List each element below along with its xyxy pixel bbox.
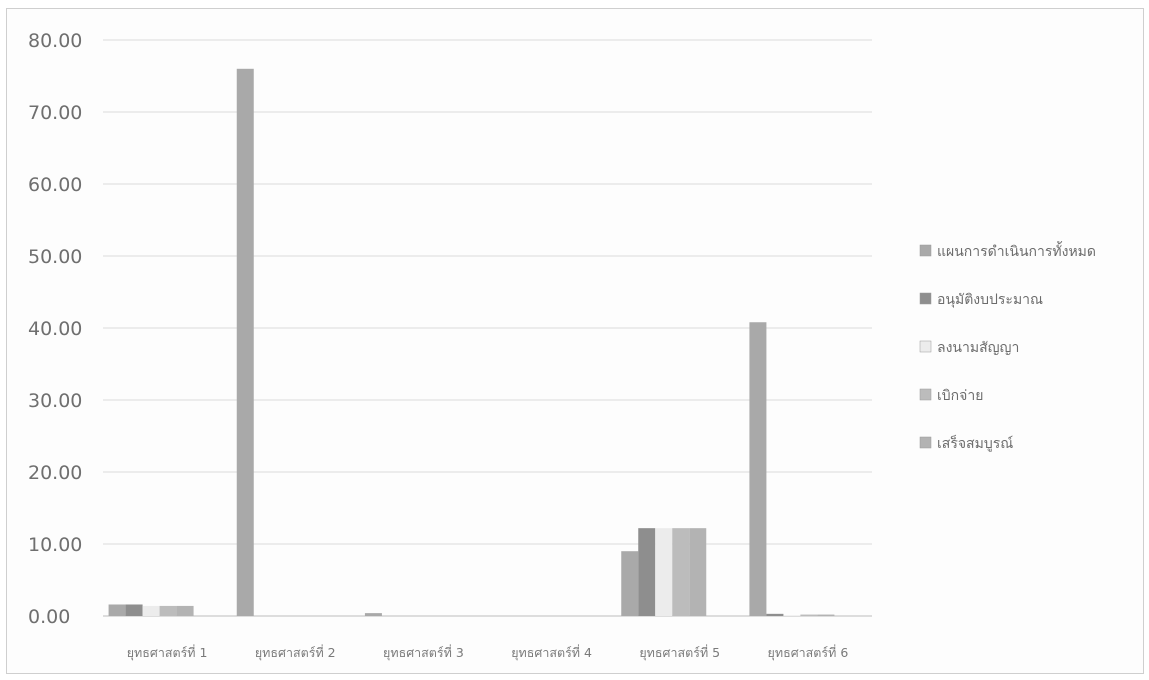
x-tick-label: ยุทธศาสตร์ที่ 4 [511, 644, 592, 661]
bar [672, 528, 690, 616]
bar [176, 605, 194, 616]
bar [749, 322, 767, 616]
legend-item: อนุมัติงบประมาณ [919, 292, 1043, 308]
bar [142, 605, 160, 616]
bar [621, 551, 639, 616]
legend-label: อนุมัติงบประมาณ [937, 292, 1043, 308]
bar [817, 614, 835, 616]
bar [236, 68, 254, 617]
legend-item: แผนการดำเนินการทั้งหมด [919, 241, 1096, 260]
y-tick-label: 70.00 [28, 102, 82, 124]
x-axis-ticks: ยุทธศาสตร์ที่ 1 ยุทธศาสตร์ที่ 2 ยุทธศาสตร์… [127, 644, 849, 661]
legend-label: ลงนามสัญญา [937, 340, 1019, 356]
bar [638, 528, 656, 616]
legend-swatch [919, 436, 932, 449]
y-tick-label: 80.00 [28, 30, 82, 52]
bar [108, 604, 126, 616]
bar [364, 613, 382, 616]
legend: แผนการดำเนินการทั้งหมดอนุมัติงบประมาณลงน… [919, 241, 1096, 452]
x-tick-label: ยุทธศาสตร์ที่ 3 [383, 644, 464, 661]
legend-label: แผนการดำเนินการทั้งหมด [937, 241, 1096, 260]
bar [783, 615, 801, 616]
legend-swatch [919, 340, 932, 353]
bar [159, 605, 177, 616]
legend-label: เสร็จสมบูรณ์ [937, 434, 1013, 452]
x-tick-label: ยุทธศาสตร์ที่ 2 [255, 644, 336, 661]
y-axis-ticks: 0.00 10.00 20.00 30.00 40.00 50.00 60.00 70.00 8… [28, 30, 82, 628]
y-tick-label: 0.00 [28, 606, 70, 628]
legend-label: เบิกจ่าย [937, 388, 983, 404]
legend-swatch [919, 292, 932, 305]
gridlines [103, 39, 872, 617]
legend-item: ลงนามสัญญา [919, 340, 1019, 356]
y-tick-label: 30.00 [28, 390, 82, 412]
legend-swatch [919, 388, 932, 401]
x-tick-label: ยุทธศาสตร์ที่ 6 [768, 644, 849, 661]
bars [108, 68, 835, 617]
y-tick-label: 20.00 [28, 462, 82, 484]
bar [689, 528, 707, 616]
bar [766, 613, 784, 616]
x-tick-label: ยุทธศาสตร์ที่ 1 [127, 644, 208, 661]
legend-swatch [919, 244, 932, 257]
y-tick-label: 60.00 [28, 174, 82, 196]
chart-frame [6, 8, 1144, 674]
legend-item: เบิกจ่าย [919, 388, 983, 404]
x-tick-label: ยุทธศาสตร์ที่ 5 [639, 644, 720, 661]
legend-item: เสร็จสมบูรณ์ [919, 434, 1013, 452]
bar [125, 604, 143, 616]
y-tick-label: 10.00 [28, 534, 82, 556]
y-tick-label: 50.00 [28, 246, 82, 268]
y-tick-label: 40.00 [28, 318, 82, 340]
bar [655, 528, 673, 616]
bar [800, 614, 818, 616]
